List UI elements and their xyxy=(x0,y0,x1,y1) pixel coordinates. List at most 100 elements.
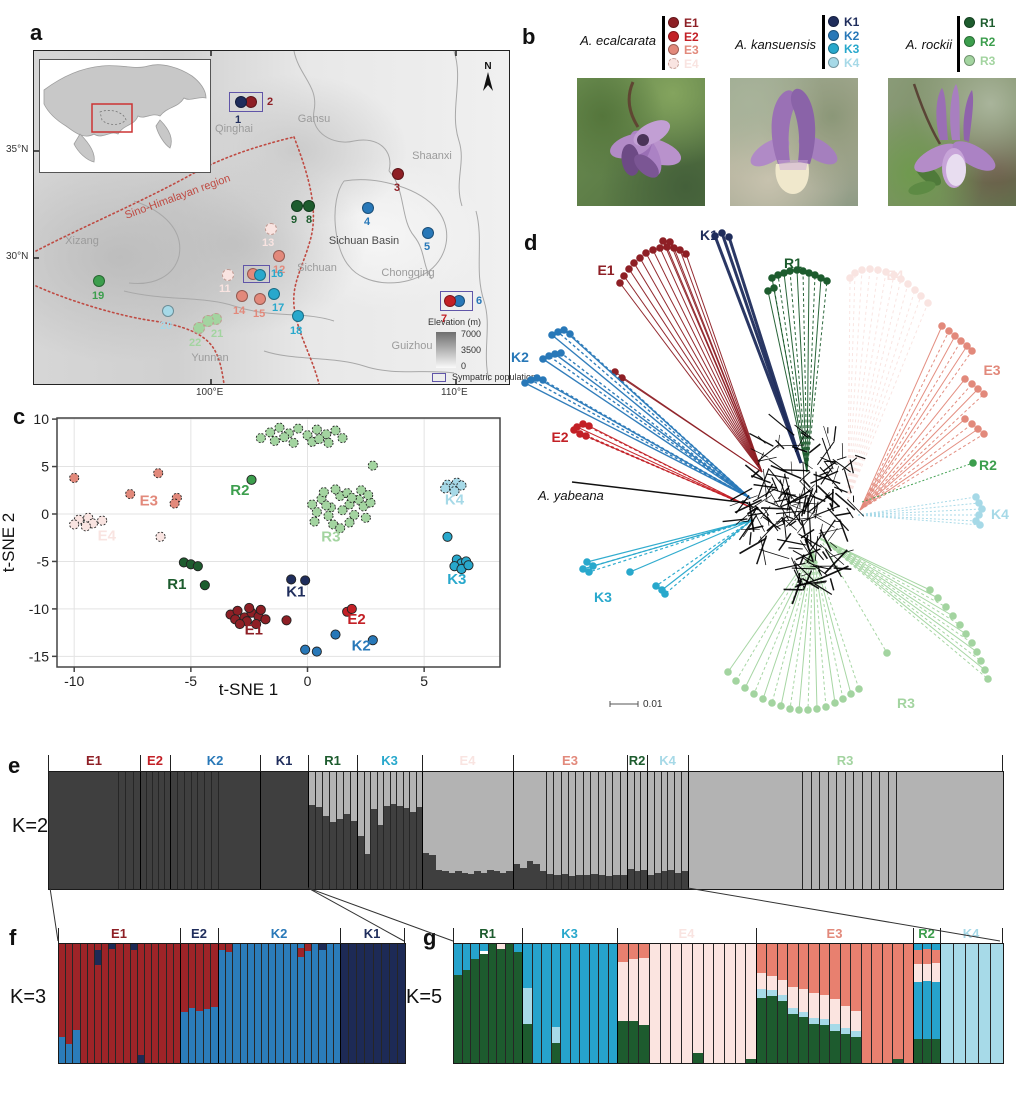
bar-segment xyxy=(364,772,370,854)
population-number-7: 7 xyxy=(441,313,448,325)
bar-segment xyxy=(423,852,430,889)
elevation-legend: Elevation (m) 7000 3500 0 xyxy=(428,317,508,371)
k5-label: K=5 xyxy=(406,986,443,1008)
bar-segment xyxy=(923,1039,931,1063)
structure-group-label-R3: R3 xyxy=(836,753,854,768)
structure-bar xyxy=(972,772,981,889)
bar-segment xyxy=(188,1008,196,1063)
bar-segment xyxy=(297,957,305,1063)
bar-segment xyxy=(290,944,297,1063)
structure-bar xyxy=(914,944,923,1063)
structure-bar xyxy=(305,944,313,1063)
structure-bar xyxy=(811,772,821,889)
bar-segment xyxy=(212,772,219,889)
bar-segment xyxy=(719,772,727,889)
bar-segment xyxy=(526,860,534,889)
bar-segment xyxy=(455,772,462,872)
bar-segment xyxy=(471,959,479,1063)
bar-segment xyxy=(912,772,920,889)
bar-segment xyxy=(871,772,880,889)
bar-segment xyxy=(66,944,73,1044)
bar-segment xyxy=(840,1005,851,1029)
bar-segment xyxy=(934,772,943,889)
structure-bar xyxy=(198,772,206,889)
structure-bar xyxy=(59,944,67,1063)
tsne-point-E3 xyxy=(69,472,80,483)
bar-segment xyxy=(863,772,871,889)
bar-segment xyxy=(226,944,233,953)
bar-segment xyxy=(196,944,203,1011)
bar-segment xyxy=(980,772,988,889)
structure-group-K2 xyxy=(219,944,341,1063)
bar-segment xyxy=(181,944,188,1012)
svg-text:N: N xyxy=(484,61,491,72)
structure-bar xyxy=(788,944,799,1063)
structure-bar xyxy=(212,772,220,889)
structure-boundary-tick xyxy=(404,928,405,943)
bar-segment xyxy=(589,944,598,1063)
bar-segment xyxy=(803,772,811,889)
panel-letter-c: c xyxy=(13,404,26,429)
structure-group-R1 xyxy=(454,944,523,1063)
elevation-tick-3500: 3500 xyxy=(461,345,482,355)
structure-bar xyxy=(692,944,704,1063)
bar-segment xyxy=(551,944,560,1028)
province-label-qinghai: Qinghai xyxy=(215,123,253,135)
structure-bar xyxy=(620,772,627,889)
bar-segment xyxy=(628,959,639,1022)
tsne-point-E1 xyxy=(255,604,266,615)
bar-segment xyxy=(479,944,488,952)
bar-segment xyxy=(349,944,357,1063)
structure-bar xyxy=(950,772,958,889)
bar-segment xyxy=(323,816,329,889)
tsne-point-K2 xyxy=(311,646,322,657)
structure-bar xyxy=(675,772,683,889)
map-panel: Sino-Himalayan region Elevation (m) 7000… xyxy=(33,50,536,385)
structure-bar xyxy=(991,944,1003,1063)
tsne-point-E4 xyxy=(80,521,91,532)
legend-label-R2: R2 xyxy=(980,35,996,49)
structure-bar xyxy=(130,944,138,1063)
structure-group-K3 xyxy=(523,944,618,1063)
population-dot-3 xyxy=(392,168,404,180)
tsne-point-R3 xyxy=(318,487,329,498)
bar-segment xyxy=(357,944,365,1063)
bar-segment xyxy=(487,870,494,889)
province-label-gansu: Gansu xyxy=(297,113,331,125)
structure-bar xyxy=(205,772,213,889)
legend-label-R3: R3 xyxy=(980,54,996,68)
map-inset xyxy=(39,59,211,173)
bar-segment xyxy=(262,944,269,1063)
bar-segment xyxy=(305,944,312,952)
panel-letter-f: f xyxy=(9,925,17,950)
bar-segment xyxy=(809,944,819,993)
structure-plot-area xyxy=(48,771,1004,890)
structure-group-K4 xyxy=(941,944,1003,1063)
bar-segment xyxy=(309,772,315,805)
bar-segment xyxy=(480,772,488,873)
structure-bar xyxy=(654,772,662,889)
legend-label-R1: R1 xyxy=(980,16,996,30)
bar-segment xyxy=(872,944,882,1063)
tsne-point-R3 xyxy=(309,516,320,527)
bar-segment xyxy=(554,874,561,889)
bar-segment xyxy=(323,772,329,817)
bar-segment xyxy=(184,772,191,889)
svg-text:-5: -5 xyxy=(185,673,198,689)
structure-boundary-tick xyxy=(140,755,141,771)
bar-segment xyxy=(554,772,561,875)
bar-segment xyxy=(500,772,507,873)
svg-text:-15: -15 xyxy=(29,648,49,664)
structure-bar xyxy=(61,772,68,889)
species-legend-divider xyxy=(662,16,665,70)
structure-bar xyxy=(86,772,93,889)
bar-segment xyxy=(116,944,123,1063)
structure-group-label-K4: K4 xyxy=(659,753,676,768)
structure-bar xyxy=(576,772,584,889)
bar-segment xyxy=(344,772,350,815)
bar-segment xyxy=(102,944,109,1063)
bar-segment xyxy=(819,944,830,996)
tsne-point-R3 xyxy=(337,505,348,516)
bar-segment xyxy=(435,870,443,889)
legend-label-E2: E2 xyxy=(684,29,699,44)
